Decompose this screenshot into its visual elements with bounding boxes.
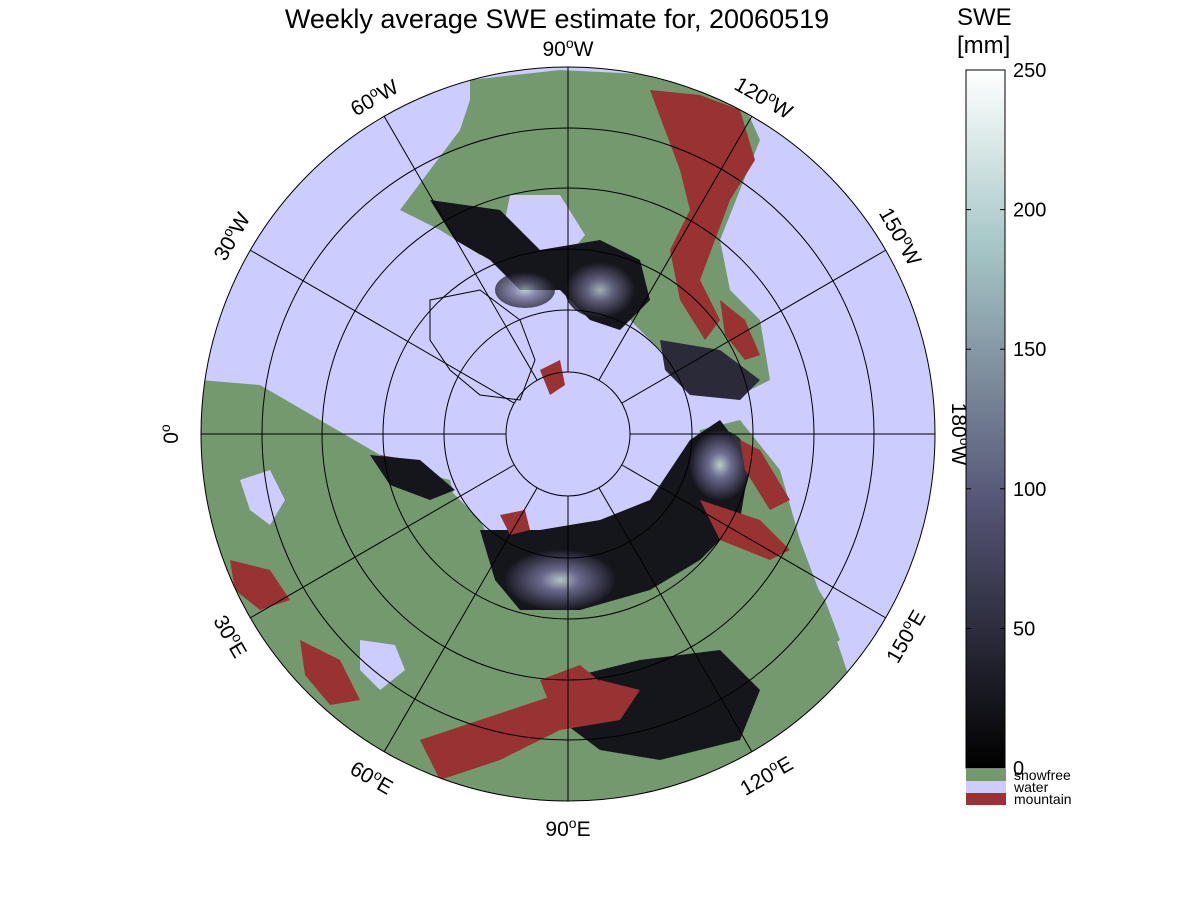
colorbar-tick-label: 150 xyxy=(1013,339,1046,361)
siberia-mountain xyxy=(700,500,790,560)
legend-label-mountain: mountain xyxy=(1014,791,1072,807)
alaska-mountain xyxy=(720,300,760,360)
legend-swatch-snowfree xyxy=(966,769,1006,781)
lon-label-30e: 30oE xyxy=(208,610,253,662)
black-sea xyxy=(360,640,405,690)
caucasus-mountain xyxy=(300,640,360,705)
greenland xyxy=(429,289,536,401)
colorbar-tick-label: 50 xyxy=(1013,618,1035,640)
legend-label-water: water xyxy=(1013,779,1049,795)
siberia-snow-glow xyxy=(505,550,615,610)
colorbar-title: SWE [mm] xyxy=(957,4,1012,60)
lon-label-0: 0o xyxy=(157,424,183,444)
arctic-island-2 xyxy=(500,510,530,535)
colorbar-tick-label: 100 xyxy=(1013,479,1046,501)
tibet-mountain xyxy=(540,665,610,710)
alaska-snow xyxy=(660,340,760,400)
map-title: Weekly average SWE estimate for, 2006051… xyxy=(284,4,830,34)
kamchatka-mountain xyxy=(740,440,790,510)
lon-label-90e: 90oE xyxy=(545,815,590,841)
land-layer xyxy=(201,70,850,801)
baltic-sea xyxy=(240,470,285,525)
canada-snow-glow xyxy=(565,262,635,318)
legend-swatch-mountain xyxy=(966,793,1006,805)
japan-land xyxy=(800,560,840,650)
colorbar-tick-label: 200 xyxy=(1013,200,1046,222)
lon-label-120e: 120oE xyxy=(735,750,797,801)
legend-label-snowfree: snowfree xyxy=(1014,767,1071,783)
east-siberia-snow-glow xyxy=(690,430,750,500)
canada-snow-glow-2 xyxy=(495,272,555,308)
colorbar-ticks: 0 50 100 150 200 250 xyxy=(966,60,1046,780)
colorbar-gradient xyxy=(965,69,1006,769)
colorbar-tick-label: 250 xyxy=(1013,60,1046,82)
scandinavia xyxy=(320,450,460,530)
colorbar: 0 50 100 150 200 250 xyxy=(965,60,1046,780)
arctic-island-1 xyxy=(370,455,455,500)
lon-label-90w: 90oW xyxy=(543,35,594,61)
colorbar-tick-label: 0 xyxy=(1013,758,1024,780)
colorbar-title-line1: SWE xyxy=(957,4,1012,31)
central-asia-snow xyxy=(560,650,760,760)
colorbar-title-line2: [mm] xyxy=(957,32,1011,59)
legend-swatch-water xyxy=(966,781,1006,793)
lon-label-60e: 60oE xyxy=(346,755,398,800)
alps-mountain xyxy=(230,560,290,610)
lon-label-180w: 180oW xyxy=(947,403,973,466)
rockies-mountain xyxy=(650,90,755,340)
meridians xyxy=(201,67,935,801)
greenland-mountain xyxy=(540,360,565,395)
